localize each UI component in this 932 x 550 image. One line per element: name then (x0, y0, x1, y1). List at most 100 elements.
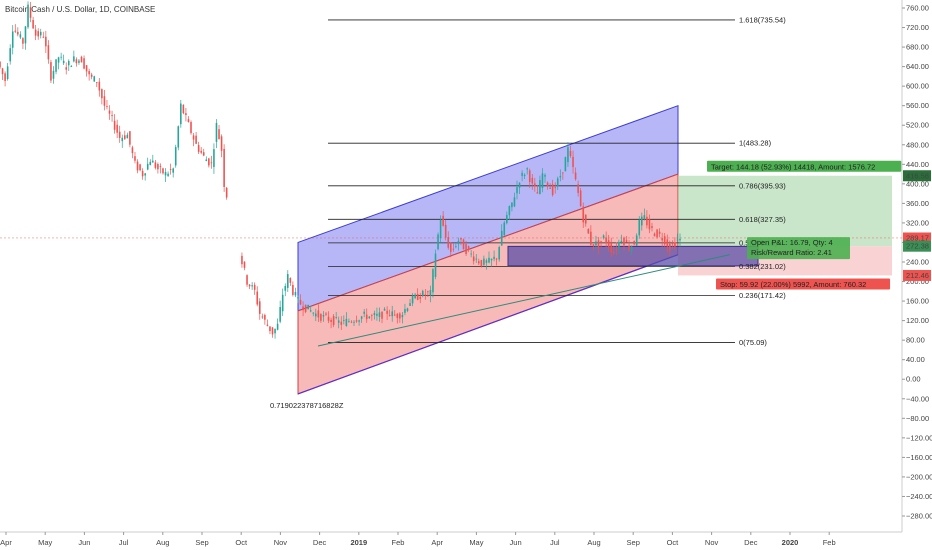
candle-body (27, 4, 29, 28)
candle-body (335, 317, 337, 318)
stop-label: Stop: 59.92 (22.00%) 5992, Amount: 760.3… (716, 278, 891, 290)
trendline (317, 254, 731, 347)
candle-body (274, 328, 276, 334)
candle-body (623, 237, 625, 246)
x-tick-label: Apr (0, 538, 12, 547)
y-tick-label: −200.00 (906, 472, 932, 481)
candle-body (65, 67, 68, 70)
candle-body (416, 293, 419, 300)
candle-body (536, 192, 539, 194)
candle-body (190, 122, 192, 134)
y-tick-label: 720.00 (906, 23, 929, 32)
fib-level-label: 0(75.09) (739, 338, 767, 347)
candle-body (676, 239, 679, 241)
x-tick-label: May (38, 538, 52, 547)
x-tick-label: Aug (587, 538, 600, 547)
x-tick-label: Nov (274, 538, 288, 547)
candle-body (302, 306, 304, 311)
y-tick-label: −80.00 (906, 414, 929, 423)
candle-body (123, 135, 126, 139)
candle-body (498, 247, 500, 260)
candle-body (378, 312, 381, 317)
candle-body (243, 261, 246, 268)
y-tick-label: −280.00 (906, 512, 932, 521)
candle-body (582, 206, 585, 223)
y-axis[interactable]: 760.00 720.00 680.00 640.00 600.00 560.00 520.… (901, 0, 932, 532)
rr-label: Risk/Reward Ratio: 2.41 (751, 248, 832, 257)
candle-body (131, 147, 134, 154)
candle-body (200, 150, 202, 153)
y-tick-label: 480.00 (906, 140, 929, 149)
candle-body (251, 285, 253, 287)
candle-body (511, 202, 513, 208)
candle-body (669, 243, 671, 251)
candle-body (134, 156, 136, 161)
candle-body (101, 89, 103, 99)
candle-body (630, 246, 633, 252)
candle-body (483, 258, 485, 265)
labels-layer: 0.719022378716828Z 1.618(735.54) 1(483.28)… (270, 15, 902, 410)
candle-body (541, 173, 544, 188)
candle-body (590, 231, 592, 245)
y-tick-label: 440.00 (906, 160, 929, 169)
candle-body (612, 251, 615, 254)
candle-body (218, 129, 220, 140)
candle-body (111, 115, 113, 117)
candle-body (297, 297, 299, 299)
candle-body (126, 134, 129, 139)
price-tag-entry: 272.38 (903, 240, 931, 252)
candle-body (169, 168, 172, 170)
candle-body (304, 304, 307, 312)
candle-body (574, 172, 577, 180)
candle-body (330, 319, 332, 323)
x-axis[interactable]: Apr May Jun Jul Aug Sep Oct Nov Dec 2019 Feb Apr May… (0, 531, 902, 547)
price-tag-label: 416.56 (906, 171, 929, 180)
candle-body (406, 308, 409, 311)
stop-label-bg (716, 278, 891, 290)
price-tag-current: 289.17 (903, 232, 931, 244)
candle-body (266, 324, 269, 326)
candle-body (539, 180, 541, 194)
candle-body (172, 168, 174, 173)
x-tick-label: Sep (195, 538, 208, 547)
candle-body (393, 314, 396, 316)
target-label-bg (707, 160, 902, 172)
candle-body (4, 73, 6, 82)
pnl-label: Open P&L: 16.79, Qty: 4 (751, 238, 833, 247)
candle-body (292, 284, 294, 295)
price-tag-bg (903, 240, 931, 252)
candle-body (666, 239, 669, 247)
y-tick-label: 640.00 (906, 62, 929, 71)
candle-body (579, 190, 582, 207)
candle-body (343, 320, 345, 321)
candle-body (661, 238, 663, 241)
x-tick-label: Oct (235, 538, 248, 547)
candle-body (516, 187, 518, 194)
price-tag-label: 212.46 (906, 271, 929, 280)
fib-level-label: 0.618(327.35) (739, 215, 786, 224)
candle-body (14, 30, 17, 32)
x-tick-label: Jul (550, 538, 560, 547)
y-tick-label: 200.00 (906, 277, 929, 286)
candle-body (182, 104, 185, 114)
candle-body (0, 61, 1, 68)
x-tick-label: Feb (392, 538, 405, 547)
candle-body (421, 290, 424, 296)
y-tick-label: 240.00 (906, 258, 929, 267)
candle-body (205, 159, 208, 162)
candle-body (340, 321, 343, 325)
candle-body (47, 45, 50, 60)
candle-body (534, 183, 536, 187)
candle-body (345, 318, 348, 326)
candle-body (618, 242, 620, 249)
y-tick-label: 560.00 (906, 101, 929, 110)
candle-body (208, 158, 210, 166)
candle-body (95, 82, 98, 84)
y-tick-label: 40.00 (906, 355, 925, 364)
candle-body (195, 135, 197, 144)
candle-body (546, 182, 549, 187)
candle-body (488, 257, 490, 263)
drawings-layer (0, 19, 902, 395)
